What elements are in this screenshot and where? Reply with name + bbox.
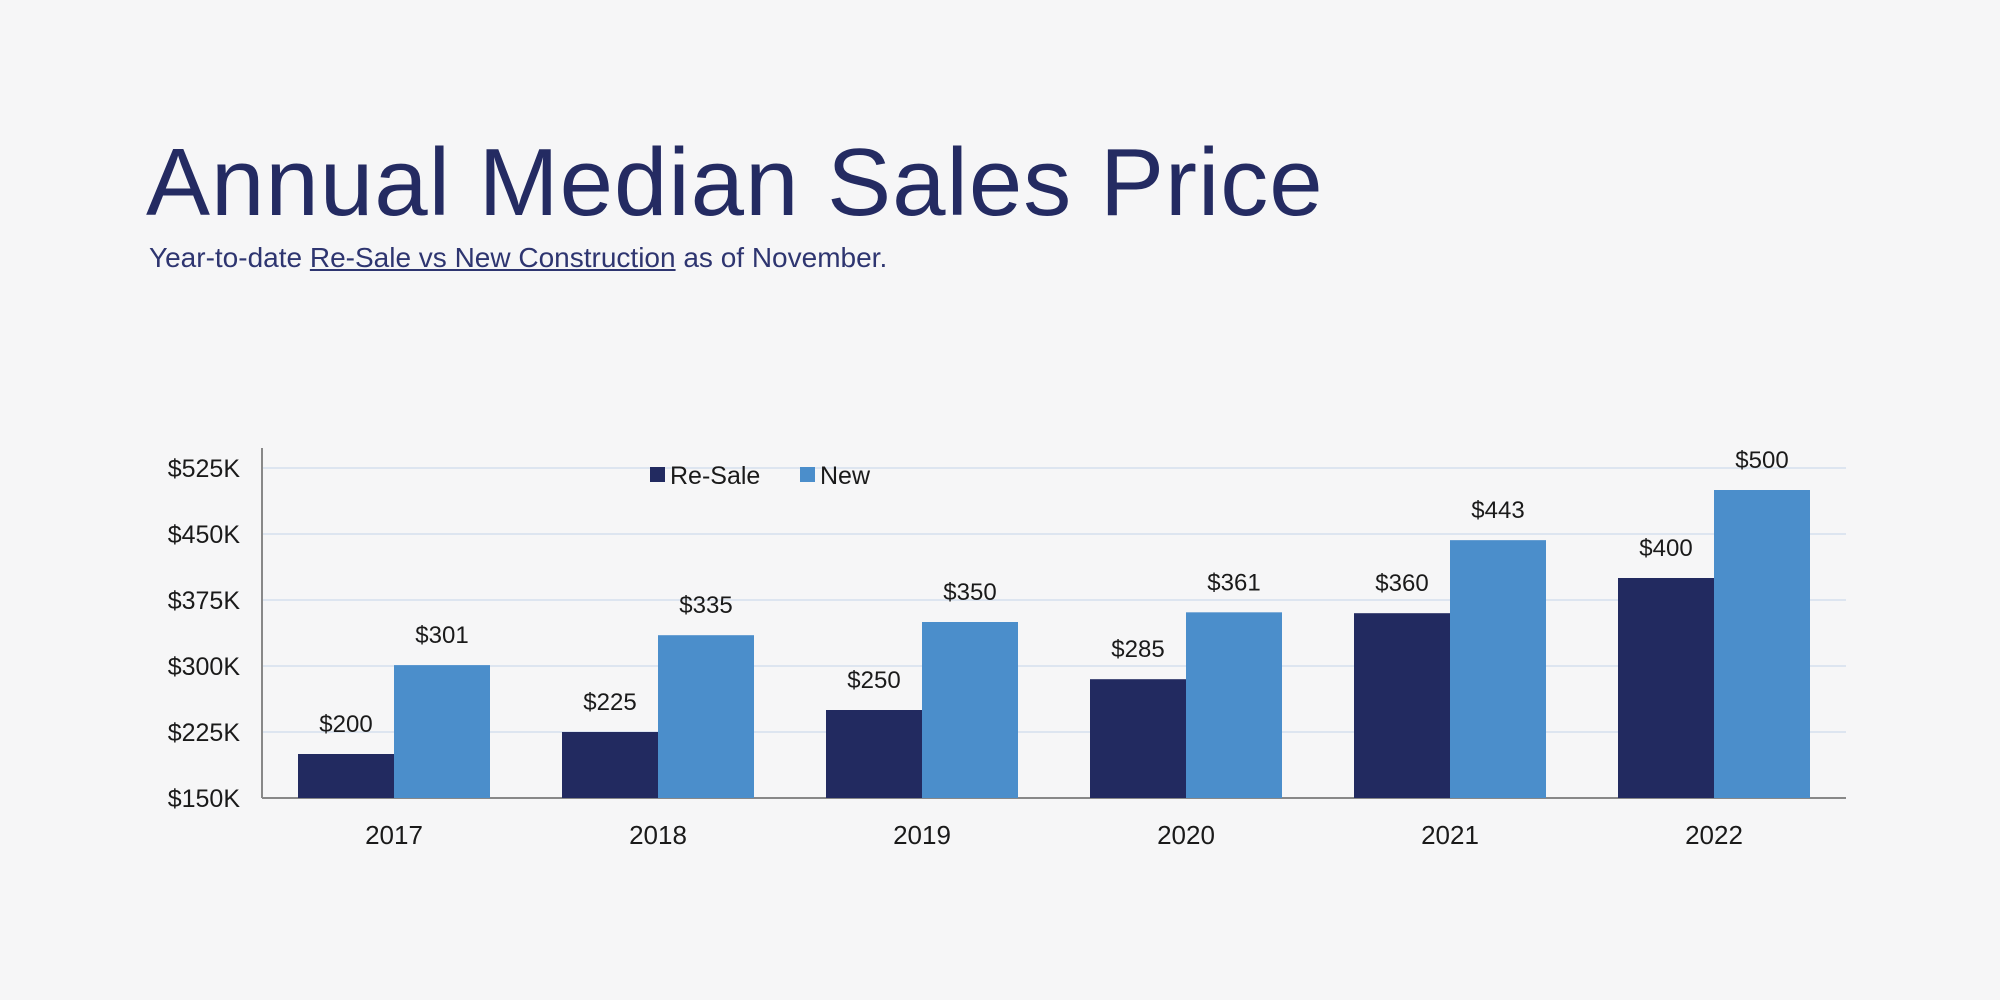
data-label: $400 <box>1639 535 1692 562</box>
bar-re-sale-2017 <box>298 754 394 798</box>
subtitle-suffix: as of November. <box>675 242 888 273</box>
bar-new-2020 <box>1186 612 1282 798</box>
legend-label: New <box>820 462 871 490</box>
chart-title: Annual Median Sales Price <box>146 129 1324 236</box>
data-label: $250 <box>847 667 900 694</box>
data-label: $350 <box>943 579 996 606</box>
x-tick-label: 2020 <box>1157 820 1215 850</box>
data-label: $360 <box>1375 570 1428 597</box>
x-tick-label: 2017 <box>365 820 423 850</box>
y-tick-label: $300K <box>168 653 241 681</box>
subtitle-link[interactable]: Re-Sale vs New Construction <box>309 242 676 273</box>
bar-re-sale-2022 <box>1618 578 1714 798</box>
legend-label: Re-Sale <box>670 462 760 490</box>
bar-re-sale-2020 <box>1090 679 1186 798</box>
data-label: $200 <box>319 711 372 738</box>
x-tick-label: 2021 <box>1421 820 1479 850</box>
data-label: $301 <box>415 622 468 649</box>
data-label: $361 <box>1207 569 1260 596</box>
data-label: $225 <box>583 689 636 716</box>
bar-new-2018 <box>658 635 754 798</box>
y-tick-label: $150K <box>168 785 241 813</box>
data-label: $285 <box>1111 636 1164 663</box>
data-label: $443 <box>1471 497 1524 524</box>
chart-subtitle: Year-to-date Re-Sale vs New Construction… <box>149 242 887 274</box>
bar-re-sale-2021 <box>1354 613 1450 798</box>
data-label: $500 <box>1735 447 1788 474</box>
x-tick-label: 2022 <box>1685 820 1743 850</box>
y-tick-label: $375K <box>168 587 241 615</box>
bar-re-sale-2019 <box>826 710 922 798</box>
bar-new-2021 <box>1450 540 1546 798</box>
y-tick-label: $450K <box>168 521 241 549</box>
bar-new-2022 <box>1714 490 1810 798</box>
bar-re-sale-2018 <box>562 732 658 798</box>
subtitle-prefix: Year-to-date <box>149 242 310 273</box>
x-tick-label: 2018 <box>629 820 687 850</box>
legend-swatch-new <box>800 467 815 482</box>
legend-swatch-re-sale <box>650 467 665 482</box>
y-tick-label: $225K <box>168 719 241 747</box>
bar-new-2019 <box>922 622 1018 798</box>
y-tick-label: $525K <box>168 455 241 483</box>
x-tick-label: 2019 <box>893 820 951 850</box>
bar-new-2017 <box>394 665 490 798</box>
data-label: $335 <box>679 592 732 619</box>
